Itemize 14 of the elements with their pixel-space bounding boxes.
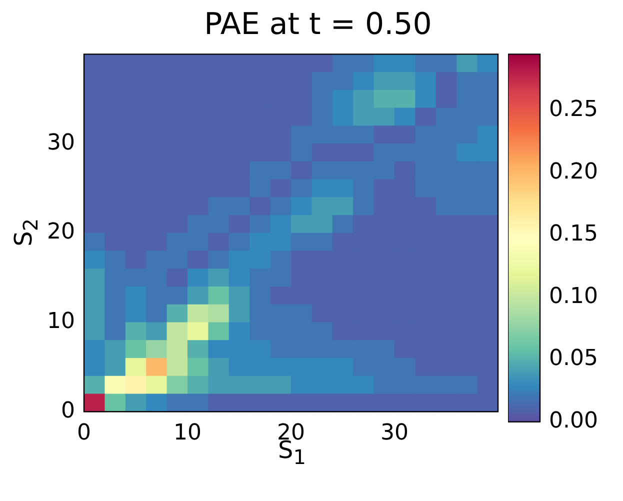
x-tick-label: 0 (76, 420, 91, 446)
chart-title: PAE at t = 0.50 (203, 7, 433, 42)
color-bar-label: 0.15 (549, 222, 598, 247)
color-bar-label: 0.25 (549, 96, 598, 122)
color-bar-label: 0.00 (549, 408, 598, 434)
x-tick-label: 10 (173, 420, 202, 446)
color-bar-label: 0.10 (549, 284, 598, 309)
y-tick-label: 30 (46, 130, 75, 156)
y-tick-label: 20 (46, 220, 75, 245)
y-tick-label: 10 (46, 308, 75, 334)
color-bar-label: 0.20 (549, 159, 598, 184)
x-tick-label: 30 (380, 420, 408, 446)
y-tick-label: 0 (60, 398, 75, 424)
color-bar-label: 0.05 (549, 346, 598, 372)
